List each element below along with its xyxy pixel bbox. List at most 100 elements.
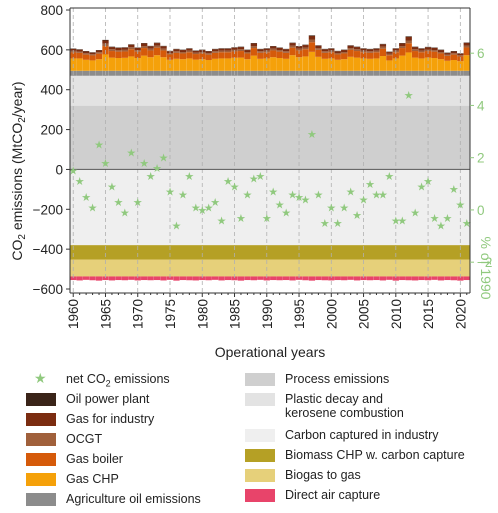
y-tick-label-400: 400 [40, 83, 63, 98]
bar-ocgt-2016 [431, 50, 438, 52]
bar-gas-for-industry-1988 [250, 43, 258, 47]
bar-gas-for-industry-2021 [463, 42, 470, 46]
bar-gas-boiler-2000 [328, 52, 335, 59]
net-marker-1971: ★ [139, 158, 149, 170]
bar-ocgt-1986 [237, 49, 245, 52]
bar-gas-boiler-1994 [289, 47, 296, 56]
bar-agriculture-oil-1971 [141, 70, 148, 76]
bar-direct-air-capture-1995 [295, 276, 303, 280]
net-marker-1966: ★ [107, 181, 117, 193]
net-marker-1986: ★ [236, 213, 246, 225]
bar-ocgt-1964 [95, 52, 103, 54]
legend-star-marker: ★ [34, 370, 47, 386]
legend-swatch [26, 473, 56, 486]
year-gridlines [70, 8, 470, 293]
bar-gas-boiler-1962 [82, 54, 90, 60]
bar-direct-air-capture-2021 [463, 276, 470, 281]
emissions-chart: ★★★★★★★★★★★★★★★★★★★★★★★★★★★★★★★★★★★★★★★★… [9, 3, 494, 360]
bar-ocgt-1966 [108, 49, 116, 52]
bar-gas-for-industry-1970 [134, 47, 141, 51]
y2-tick-label-6: 6 [477, 46, 485, 61]
net-marker-1992: ★ [275, 200, 285, 212]
bar-agriculture-oil-1967 [115, 70, 122, 76]
net-marker-2001: ★ [333, 218, 343, 230]
legend-label: Biomass CHP w. carbon capture [285, 448, 465, 462]
net-marker-1988: ★ [249, 174, 259, 186]
bar-gas-chp-1967 [115, 58, 122, 71]
bar-gas-for-industry-1986 [237, 47, 245, 50]
bar-agriculture-oil-2021 [463, 70, 470, 76]
bar-gas-chp-1978 [186, 58, 193, 71]
bar-gas-chp-1999 [321, 58, 328, 71]
net-marker-1975: ★ [165, 187, 175, 199]
bar-gas-chp-2014 [418, 58, 425, 71]
bar-gas-boiler-1976 [173, 52, 180, 59]
bar-direct-air-capture-1984 [224, 276, 232, 281]
bar-direct-air-capture-2015 [424, 276, 432, 281]
bar-gas-for-industry-2002 [341, 50, 348, 53]
bar-direct-air-capture-1975 [166, 276, 174, 280]
bar-gas-chp-1998 [315, 56, 322, 71]
bar-ocgt-1982 [212, 51, 219, 53]
bar-gas-boiler-1964 [95, 53, 103, 60]
bar-gas-chp-2018 [444, 60, 451, 71]
bar-gas-boiler-1974 [160, 50, 167, 58]
net-marker-2020: ★ [455, 200, 465, 212]
bar-agriculture-oil-2004 [353, 70, 361, 76]
bar-ocgt-1963 [89, 54, 96, 56]
bar-gas-boiler-1979 [192, 54, 199, 60]
bar-gas-for-industry-2014 [418, 48, 425, 51]
legend-label: net CO2 emissions [66, 372, 170, 389]
bar-agriculture-oil-2007 [373, 70, 380, 76]
bar-gas-boiler-1988 [250, 48, 258, 56]
bar-gas-boiler-1986 [237, 51, 245, 58]
bar-gas-for-industry-1967 [115, 47, 122, 51]
net-marker-2000: ★ [326, 202, 336, 214]
bar-gas-boiler-1967 [115, 51, 122, 59]
bar-gas-chp-2009 [386, 60, 393, 71]
net-marker-2012: ★ [404, 90, 414, 102]
net-marker-1997: ★ [307, 129, 317, 141]
bar-direct-air-capture-1970 [134, 276, 141, 281]
bar-gas-boiler-2009 [386, 55, 393, 61]
bar-gas-for-industry-1982 [212, 49, 219, 52]
bar-direct-air-capture-2018 [444, 276, 451, 281]
bar-gas-chp-2017 [437, 59, 445, 71]
bar-gas-chp-1961 [76, 58, 83, 71]
bar-agriculture-oil-1983 [218, 70, 225, 76]
net-marker-1985: ★ [230, 181, 240, 193]
bar-agriculture-oil-2019 [450, 70, 458, 76]
bar-direct-air-capture-1969 [128, 276, 135, 280]
x-tick-label-1990: 1990 [260, 299, 275, 329]
net-marker-1969: ★ [126, 147, 136, 159]
bar-agriculture-oil-1984 [224, 70, 232, 76]
bar-gas-boiler-2010 [392, 52, 399, 59]
bar-agriculture-oil-1968 [121, 70, 128, 76]
y-tick-label-200: 200 [40, 123, 63, 138]
bar-oil-power-plant-1997 [308, 35, 316, 36]
bar-agriculture-oil-1972 [147, 70, 154, 76]
bar-gas-chp-1962 [82, 59, 90, 71]
bar-ocgt-1999 [321, 51, 328, 53]
bar-gas-for-industry-1961 [76, 49, 83, 52]
bar-direct-air-capture-1992 [276, 276, 283, 281]
bar-ocgt-1992 [276, 50, 283, 52]
bar-gas-for-industry-1965 [102, 40, 109, 44]
bar-agriculture-oil-2003 [347, 70, 354, 76]
x-tick-label-1970: 1970 [131, 299, 146, 329]
bar-gas-boiler-1969 [128, 49, 135, 57]
process-emissions-band [70, 105, 470, 170]
bar-direct-air-capture-2009 [386, 276, 393, 280]
bar-ocgt-1973 [153, 45, 161, 48]
bar-gas-for-industry-2011 [399, 43, 406, 47]
bar-gas-chp-2007 [373, 58, 380, 71]
bar-direct-air-capture-2011 [399, 276, 406, 281]
net-marker-2010: ★ [391, 215, 401, 227]
net-marker-2007: ★ [372, 189, 382, 201]
bar-gas-boiler-1987 [244, 53, 251, 60]
bar-gas-chp-2016 [431, 58, 438, 71]
bar-gas-for-industry-1996 [302, 45, 309, 48]
bar-ocgt-1987 [244, 52, 251, 54]
net-marker-1981: ★ [204, 202, 214, 214]
bar-gas-chp-1976 [173, 58, 180, 71]
